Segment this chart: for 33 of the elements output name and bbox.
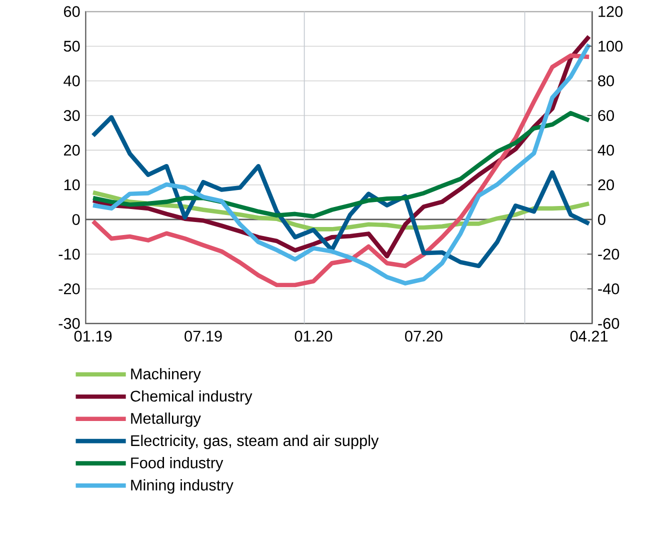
- y2-tick-label: 0: [598, 214, 606, 226]
- y2-tick-label: 40: [598, 144, 614, 156]
- y-tick-label: -20: [58, 284, 80, 295]
- y2-tick-label: 60: [598, 110, 614, 122]
- y2-tick-label: -60: [598, 318, 620, 330]
- y-tick-label: 0: [72, 214, 80, 226]
- y-tick-label: 10: [64, 180, 80, 191]
- legend-label: Electricity, gas, steam and air supply: [131, 435, 379, 450]
- legend-label: Machinery: [131, 368, 201, 383]
- x-tick-label: 07.20: [405, 330, 442, 342]
- y-tick-label: 30: [64, 110, 80, 122]
- x-tick-label: 01.20: [294, 330, 332, 342]
- y2-tick-label: 80: [598, 76, 614, 87]
- x-tick-label: 04.21: [570, 330, 608, 342]
- y2-tick-label: -40: [598, 284, 620, 295]
- legend-label: Mining industry: [131, 479, 234, 494]
- line-series: [90, 111, 592, 219]
- y-tick-label: -10: [58, 248, 80, 260]
- legend-label: Metallurgy: [131, 412, 201, 428]
- line-series: [90, 115, 592, 268]
- y2-tick-label: -20: [598, 248, 620, 260]
- y-tick-label: -30: [58, 318, 80, 330]
- y2-tick-label: 20: [598, 180, 614, 191]
- y-tick-label: 50: [64, 41, 80, 52]
- y2-tick-label: 120: [598, 6, 623, 18]
- legend-label: Chemical industry: [130, 390, 252, 405]
- x-tick-label: 01.19: [74, 330, 112, 342]
- y-tick-label: 20: [64, 144, 80, 156]
- y-tick-label: 60: [64, 6, 80, 18]
- legend-label: Food industry: [131, 457, 224, 472]
- x-tick-label: 07.19: [184, 330, 222, 342]
- y2-tick-label: 100: [598, 40, 623, 52]
- y-tick-label: 40: [64, 76, 80, 87]
